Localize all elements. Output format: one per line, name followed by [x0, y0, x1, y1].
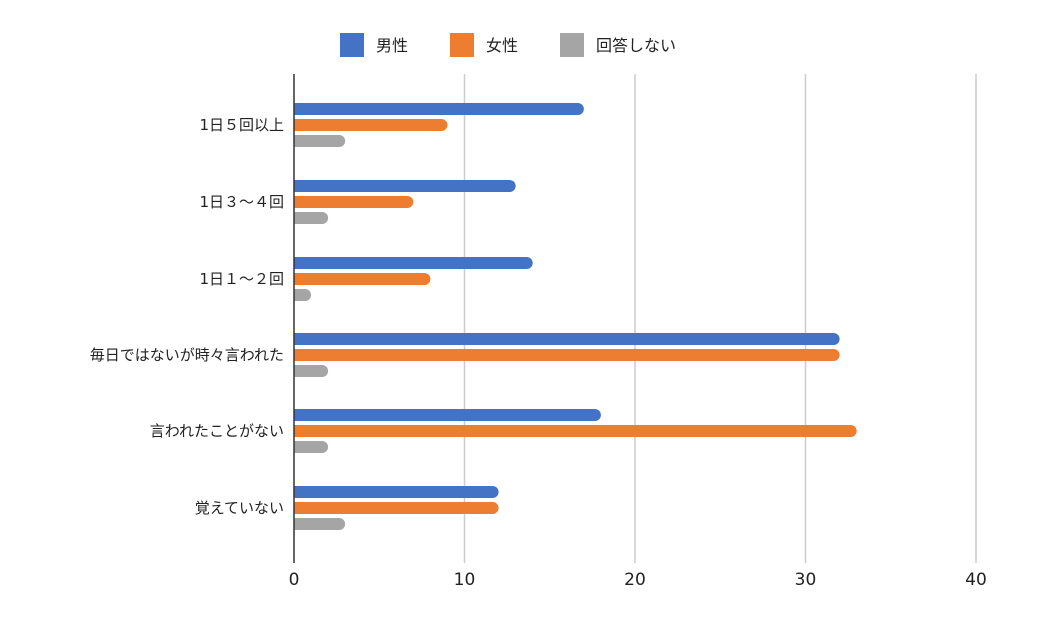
bar-4-series-2: [294, 441, 329, 453]
legend: 男性 女性 回答しない: [340, 33, 676, 57]
bar-2-series-1: [294, 273, 431, 285]
bar-base-1-series-1: [294, 196, 300, 208]
bar-5-series-0: [294, 486, 499, 498]
legend-label-1: 女性: [486, 36, 518, 55]
bar-base-5-series-1: [294, 502, 300, 514]
category-label-3: 毎日ではないが時々言われた: [90, 346, 284, 364]
x-tick-label-40: 40: [965, 570, 987, 590]
bar-0-series-2: [294, 135, 346, 147]
bar-base-0-series-0: [294, 103, 300, 115]
bar-base-3-series-1: [294, 349, 300, 361]
bar-base-4-series-0: [294, 409, 300, 421]
bar-1-series-0: [294, 180, 516, 192]
category-label-2: 1日１〜２回: [199, 270, 284, 288]
x-tick-label-10: 10: [454, 570, 476, 590]
bar-2-series-0: [294, 257, 533, 269]
bar-0-series-0: [294, 103, 584, 115]
gridlines: [463, 74, 977, 563]
bar-base-5-series-2: [294, 518, 300, 530]
legend-label-0: 男性: [376, 36, 408, 55]
bars: [294, 103, 857, 530]
bar-base-2-series-2: [294, 289, 300, 301]
bar-3-series-1: [294, 349, 840, 361]
legend-swatch-1: [450, 33, 474, 57]
category-label-5: 覚えていない: [195, 499, 284, 517]
bar-4-series-1: [294, 425, 857, 437]
x-tick-label-30: 30: [795, 570, 817, 590]
bar-base-2-series-1: [294, 273, 300, 285]
x-tick-label-0: 0: [289, 570, 300, 590]
x-tick-labels: 0 10 20 30 40: [289, 570, 987, 590]
bar-4-series-0: [294, 409, 601, 421]
category-label-4: 言われたことがない: [150, 422, 284, 440]
bar-base-3-series-0: [294, 333, 300, 345]
bar-base-0-series-2: [294, 135, 300, 147]
bar-base-0-series-1: [294, 119, 300, 131]
bar-base-2-series-0: [294, 257, 300, 269]
x-tick-label-20: 20: [624, 570, 646, 590]
legend-label-2: 回答しない: [596, 36, 676, 55]
bar-base-3-series-2: [294, 365, 300, 377]
bar-1-series-1: [294, 196, 414, 208]
bar-base-1-series-2: [294, 212, 300, 224]
bar-1-series-2: [294, 212, 329, 224]
bar-base-4-series-1: [294, 425, 300, 437]
bar-base-1-series-0: [294, 180, 300, 192]
bar-5-series-2: [294, 518, 346, 530]
bar-3-series-2: [294, 365, 329, 377]
category-label-0: 1日５回以上: [199, 116, 284, 134]
legend-swatch-0: [340, 33, 364, 57]
bar-base-4-series-2: [294, 441, 300, 453]
category-label-1: 1日３〜４回: [199, 193, 284, 211]
legend-swatch-2: [560, 33, 584, 57]
bar-0-series-1: [294, 119, 448, 131]
bar-3-series-0: [294, 333, 840, 345]
category-labels: 1日５回以上 1日３〜４回 1日１〜２回毎日ではないが時々言われた言われたことがない…: [90, 116, 284, 517]
bar-base-5-series-0: [294, 486, 300, 498]
bar-5-series-1: [294, 502, 499, 514]
